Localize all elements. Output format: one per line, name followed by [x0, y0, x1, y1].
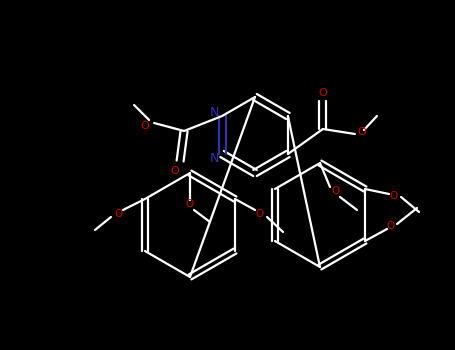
- Text: O: O: [186, 199, 194, 209]
- Text: O: O: [331, 186, 339, 196]
- Text: O: O: [318, 88, 327, 98]
- Text: O: O: [389, 191, 397, 201]
- Text: O: O: [358, 127, 366, 137]
- Text: O: O: [171, 166, 179, 176]
- Text: O: O: [386, 221, 394, 231]
- Text: N: N: [209, 152, 219, 164]
- Text: O: O: [255, 209, 263, 219]
- Text: N: N: [209, 105, 219, 119]
- Text: O: O: [141, 121, 149, 131]
- Text: O: O: [115, 209, 123, 219]
